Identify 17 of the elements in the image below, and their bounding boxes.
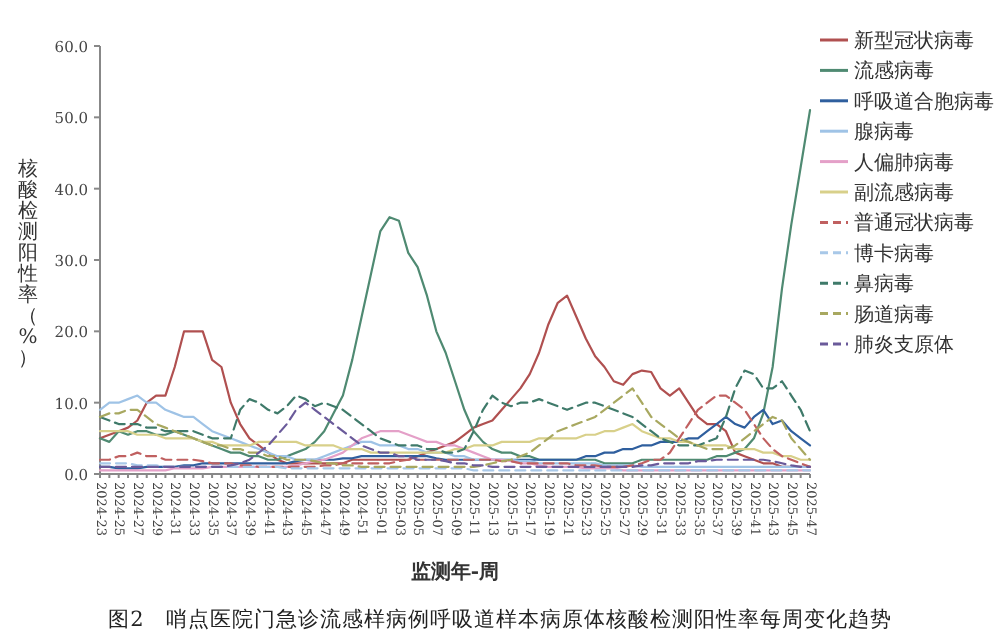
text: 核酸检测阳性率（%）: [18, 159, 38, 370]
legend-label: 呼吸道合胞病毒: [854, 89, 994, 114]
x-axis-title: 监测年-周: [410, 560, 500, 584]
legend-label: 流感病毒: [854, 59, 934, 84]
legend-label: 博卡病毒: [854, 241, 934, 266]
line-series: [98, 109, 812, 465]
legend-label: 人偏肺病毒: [854, 150, 954, 175]
line-series: [98, 369, 812, 454]
legend-label: 腺病毒: [854, 120, 914, 145]
legend-label: 肠道病毒: [854, 302, 934, 327]
legend-label: 普通冠状病毒: [854, 211, 974, 236]
legend-label: 肺炎支原体: [854, 333, 954, 357]
legend-label: 鼻病毒: [854, 272, 914, 297]
caption: 图2 哨点医院门急诊流感样病例呼吸道样本病原体核酸检测阳性率每周变化趋势: [108, 606, 892, 632]
line-series: [98, 422, 812, 461]
legend-label: 新型冠状病毒: [854, 29, 974, 53]
legend-label: 副流感病毒: [854, 181, 954, 205]
